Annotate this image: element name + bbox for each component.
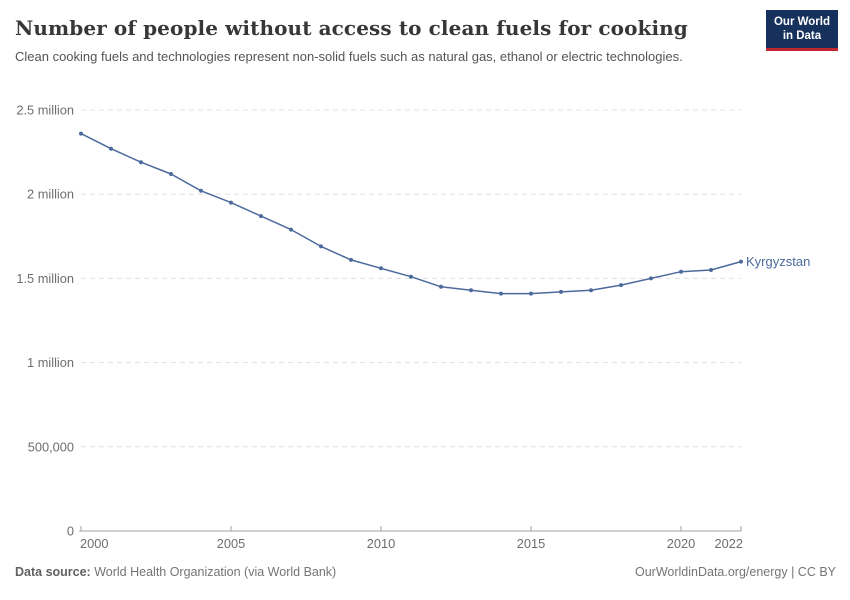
data-point-2005[interactable] [229,200,233,205]
data-source-note: Data source: World Health Organization (… [15,565,336,579]
data-point-2013[interactable] [469,288,473,293]
data-point-2011[interactable] [409,274,413,279]
y-tick-label: 1 million [27,355,74,370]
data-point-2019[interactable] [649,276,653,281]
data-point-2014[interactable] [499,291,503,296]
x-tick-label: 2010 [367,536,395,551]
chart-subtitle: Clean cooking fuels and technologies rep… [15,49,683,64]
data-point-2000[interactable] [79,131,83,136]
data-point-2006[interactable] [259,214,263,219]
data-point-2020[interactable] [679,269,683,274]
chart-footer: Data source: World Health Organization (… [0,565,850,579]
data-point-2021[interactable] [709,268,713,272]
data-source-label: Data source: [15,565,91,579]
entity-label[interactable]: Kyrgyzstan [746,254,810,269]
credit-link[interactable]: OurWorldinData.org/energy | CC BY [634,565,836,579]
x-tick-label: 2015 [517,536,545,551]
y-tick-label: 2 million [27,187,74,202]
data-point-2022[interactable] [739,259,743,264]
data-point-2002[interactable] [139,160,143,165]
owid-logo-line2: in Data [782,30,822,43]
page-title: Number of people without access to clean… [15,16,688,40]
y-tick-label: 500,000 [28,439,74,454]
data-point-2008[interactable] [319,244,323,249]
data-point-2004[interactable] [199,188,203,193]
data-point-2016[interactable] [559,289,563,294]
data-point-2007[interactable] [289,227,293,232]
x-tick-label: 2022 [715,536,743,551]
data-point-2010[interactable] [379,266,383,271]
chart-header: Number of people without access to clean… [0,0,850,66]
owid-logo-line1: Our World [773,16,830,28]
data-point-2001[interactable] [109,146,113,151]
data-point-2009[interactable] [349,257,353,262]
y-tick-label: 1.5 million [16,271,74,286]
y-tick-label: 0 [67,524,74,539]
data-point-2017[interactable] [589,288,593,293]
data-point-2003[interactable] [169,172,173,176]
x-tick-label: 2005 [217,536,245,551]
data-point-2018[interactable] [619,283,623,288]
x-tick-label: 2020 [667,536,695,551]
data-source-value: World Health Organization (via World Ban… [94,565,337,579]
owid-logo[interactable]: Our World in Data [765,10,838,51]
data-point-2012[interactable] [439,284,443,289]
x-tick-label: 2000 [80,536,108,551]
series-line-kyrgyzstan [80,132,742,295]
y-tick-label: 2.5 million [16,103,74,118]
data-point-2015[interactable] [529,291,533,296]
